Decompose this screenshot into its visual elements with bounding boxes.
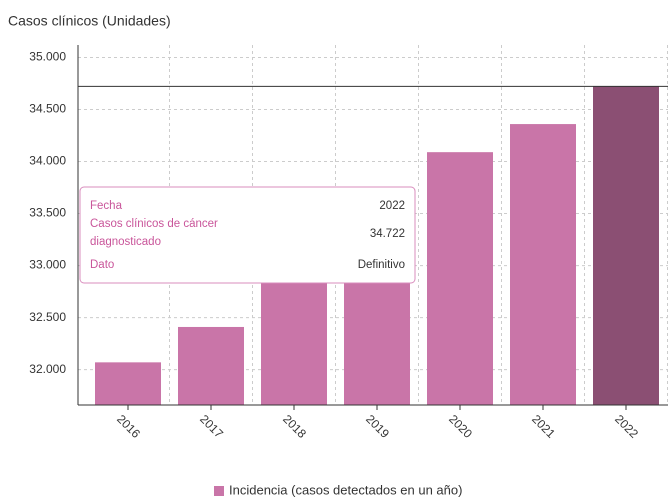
tooltip-key: Casos clínicos de cáncer diagnosticado [90, 218, 218, 248]
x-tick-label: 2017 [197, 412, 226, 441]
tooltip-key: Dato [90, 259, 114, 271]
x-tick-label: 2018 [280, 412, 309, 441]
y-tick-label: 33.500 [29, 206, 66, 220]
tooltip-value: 34.722 [370, 228, 405, 240]
y-tick-label: 35.000 [29, 50, 66, 64]
legend-label: Incidencia (casos detectados en un año) [229, 482, 462, 497]
bar [427, 152, 493, 405]
y-axis-title: Casos clínicos (Unidades) [8, 13, 171, 29]
y-tick-label: 33.000 [29, 258, 66, 272]
bar [178, 326, 244, 405]
x-tick-label: 2022 [612, 412, 641, 441]
bar [510, 124, 576, 406]
y-tick-label: 32.500 [29, 310, 66, 324]
tooltip-key: Fecha [90, 200, 123, 212]
x-tick-label: 2021 [529, 412, 558, 441]
x-tick-label: 2016 [114, 412, 143, 441]
legend-swatch [214, 486, 224, 496]
x-tick-label: 2020 [446, 412, 475, 441]
tooltip-value: Definitivo [358, 259, 405, 271]
bar [593, 86, 659, 406]
tooltip-value: 2022 [379, 200, 405, 212]
y-tick-label: 34.000 [29, 154, 66, 168]
bar [261, 275, 327, 405]
tooltip: Fecha 2022 Casos clínicos de cáncer diagnos… [79, 186, 416, 284]
bar [95, 362, 161, 405]
x-tick-label: 2019 [363, 412, 392, 441]
y-tick-label: 32.000 [29, 362, 66, 376]
y-tick-label: 34.500 [29, 102, 66, 116]
tooltip-box [79, 186, 416, 284]
